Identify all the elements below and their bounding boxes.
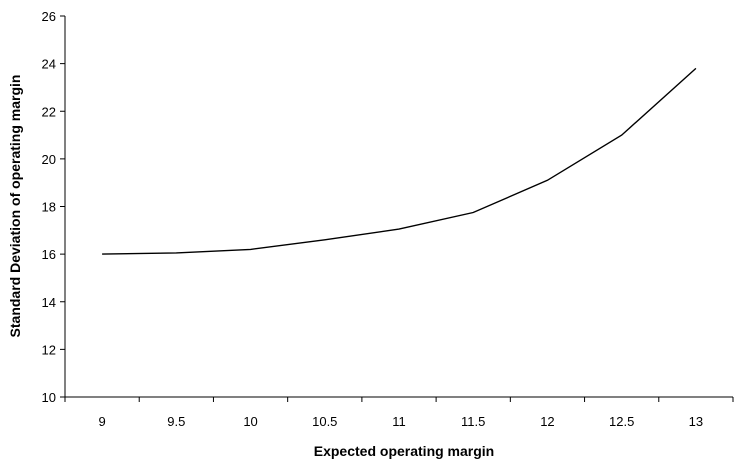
- series-line: [102, 67, 697, 255]
- x-tick-label: 12: [540, 414, 554, 429]
- x-tick-label: 12.5: [609, 414, 634, 429]
- y-tick-label: 24: [42, 57, 56, 72]
- y-tick-label: 18: [42, 200, 56, 215]
- x-tick-label: 10.5: [312, 414, 337, 429]
- y-tick-label: 12: [42, 342, 56, 357]
- y-tick-label: 22: [42, 104, 56, 119]
- y-ticks: 10 12 14 16 18 20 22 24 26: [42, 9, 65, 405]
- x-tick-label: 10: [243, 414, 257, 429]
- x-tick-label: 11.5: [461, 414, 485, 429]
- y-tick-label: 16: [42, 247, 56, 262]
- x-ticks: 9 9.5 10 10.5 11 11.5 12 12.5 13: [64, 397, 734, 429]
- y-tick-label: 26: [42, 9, 56, 24]
- x-tick-label: 13: [689, 414, 703, 429]
- axes: [64, 16, 733, 398]
- series: [102, 67, 697, 255]
- y-tick-label: 14: [42, 295, 56, 310]
- y-tick-label: 20: [42, 152, 56, 167]
- y-axis-title: Standard Deviation of operating margin: [7, 75, 23, 338]
- x-tick-label: 11: [392, 414, 406, 429]
- x-axis-title: Expected operating margin: [314, 443, 494, 459]
- x-tick-label: 9: [98, 414, 105, 429]
- y-tick-label: 10: [42, 390, 56, 405]
- x-tick-label: 9.5: [167, 414, 185, 429]
